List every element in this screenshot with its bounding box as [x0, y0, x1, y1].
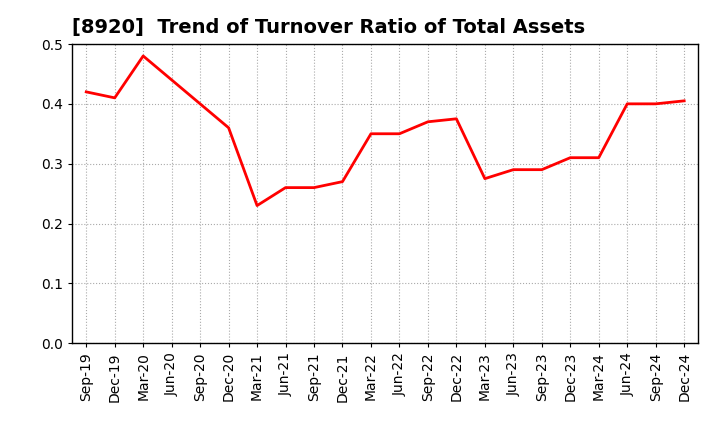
Text: [8920]  Trend of Turnover Ratio of Total Assets: [8920] Trend of Turnover Ratio of Total …	[72, 18, 585, 37]
